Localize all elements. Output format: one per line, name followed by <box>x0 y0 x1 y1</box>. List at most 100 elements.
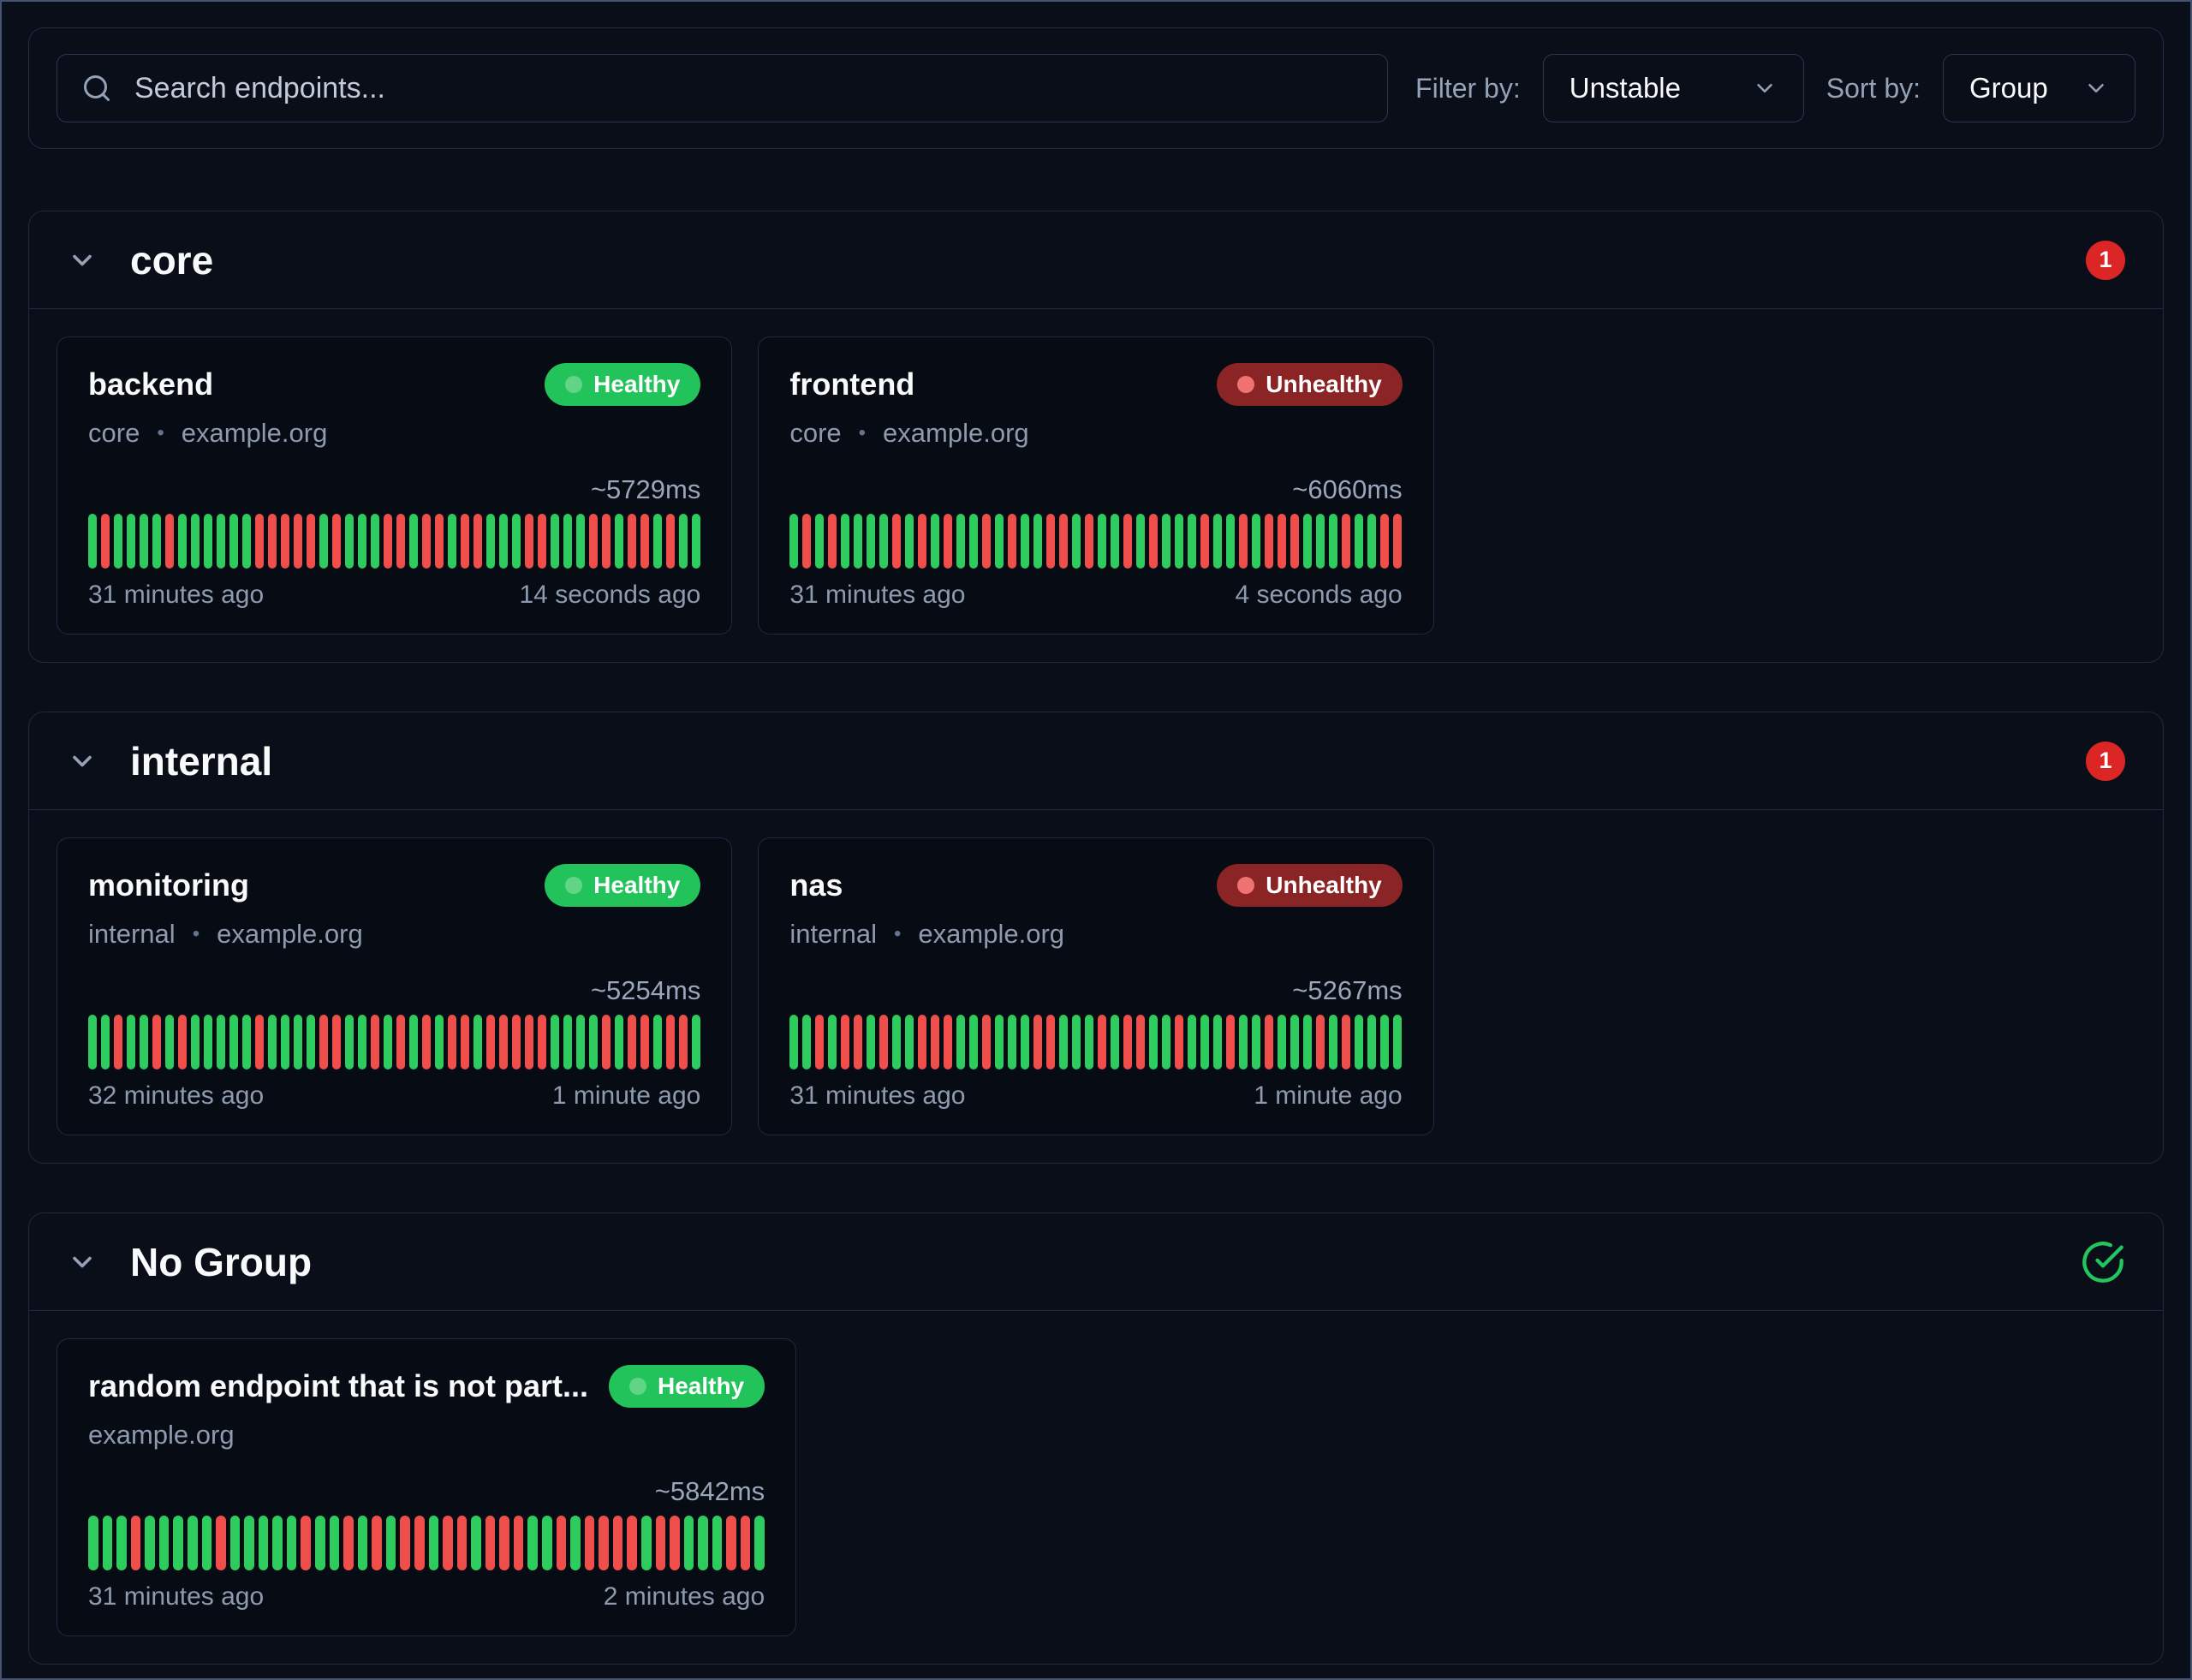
endpoint-card-random-endpoint-that-is-not-part[interactable]: random endpoint that is not part... Heal… <box>57 1338 797 1636</box>
history-bar-up <box>789 514 799 569</box>
history-bar-down <box>294 514 302 569</box>
history-bar-up <box>272 1516 283 1570</box>
history-bar-up <box>345 1015 354 1069</box>
history-bar-down <box>1342 1015 1351 1069</box>
history-bar-up <box>969 514 979 569</box>
endpoint-card-frontend[interactable]: frontend Unhealthy core • example.org ~6… <box>758 337 1434 634</box>
history-bar-up <box>1188 1015 1197 1069</box>
history-bar-up <box>867 514 876 569</box>
history-bar-up <box>698 1516 708 1570</box>
history-bar-down <box>372 1516 382 1570</box>
history-bar-down <box>828 514 837 569</box>
history-bar-up <box>867 1015 876 1069</box>
history-bar-down <box>371 1015 379 1069</box>
history-bar-down <box>918 1015 927 1069</box>
search-box[interactable] <box>57 54 1389 122</box>
history-bar-up <box>474 1015 482 1069</box>
history-bar-up <box>1111 1015 1120 1069</box>
history-bar-down <box>1316 1015 1325 1069</box>
history-bar-up <box>88 1516 98 1570</box>
response-time: ~5267ms <box>1292 975 1403 1005</box>
history-bar-down <box>1278 514 1287 569</box>
filter-by-label: Filter by: <box>1415 72 1521 104</box>
history-bar-up <box>512 514 521 569</box>
history-bar-down <box>627 1516 637 1570</box>
group-header-toggle[interactable]: internal 1 <box>29 712 2163 810</box>
history-bar-up <box>969 1015 979 1069</box>
history-bar-up <box>471 1516 481 1570</box>
history-start-time: 31 minutes ago <box>789 1081 966 1110</box>
history-bar-up <box>88 1015 97 1069</box>
history-bar-up <box>1136 514 1146 569</box>
history-bar-up <box>1355 1015 1364 1069</box>
history-time-range: 31 minutes ago 2 minutes ago <box>88 1582 765 1611</box>
group-body: backend Healthy core • example.org ~5729… <box>29 309 2163 662</box>
history-bar-up <box>931 514 940 569</box>
history-bar-up <box>173 1516 183 1570</box>
history-bar-down <box>670 1516 680 1570</box>
sort-by-label: Sort by: <box>1826 72 1921 104</box>
history-bar-up <box>204 1015 212 1069</box>
history-bar-down <box>740 1516 751 1570</box>
history-bar-up <box>1085 1015 1094 1069</box>
history-bar-up <box>527 1516 538 1570</box>
history-bar-down <box>216 1516 226 1570</box>
history-bar-down <box>396 1015 405 1069</box>
history-bar-up <box>268 1015 277 1069</box>
history-time-range: 31 minutes ago 4 seconds ago <box>789 581 1402 610</box>
history-bar-up <box>653 514 662 569</box>
history-bar-down <box>307 514 315 569</box>
history-bar-down <box>301 1516 311 1570</box>
group-count-badge: 1 <box>2086 240 2125 280</box>
history-bar-down <box>854 1015 863 1069</box>
group-status-indicator: 1 <box>2086 240 2125 280</box>
history-bar-up <box>358 514 366 569</box>
history-bar-up <box>653 1015 662 1069</box>
status-label: Unhealthy <box>1266 371 1382 397</box>
history-bar-down <box>612 1516 623 1570</box>
history-end-time: 14 seconds ago <box>519 581 701 609</box>
history-bar-down <box>666 514 675 569</box>
history-bar-up <box>879 514 889 569</box>
history-bar-down <box>944 514 953 569</box>
history-bar-up <box>486 514 495 569</box>
status-label: Healthy <box>657 1373 745 1399</box>
history-bar-up <box>191 1015 200 1069</box>
history-bar-up <box>191 514 200 569</box>
history-bar-up <box>551 1015 559 1069</box>
history-bar-up <box>187 1516 198 1570</box>
history-bar-down <box>1046 514 1056 569</box>
history-bar-up <box>229 1516 241 1570</box>
status-badge: Healthy <box>545 363 701 406</box>
history-bar-up <box>1367 1015 1377 1069</box>
search-input[interactable] <box>133 70 1364 106</box>
history-bar-down <box>422 1015 431 1069</box>
history-bar-up <box>242 1015 251 1069</box>
status-dot-icon <box>1237 376 1255 393</box>
endpoint-group-label: core <box>789 418 842 448</box>
history-bar-down <box>1123 514 1133 569</box>
bullet-separator: • <box>192 922 200 945</box>
history-bar-down <box>268 514 277 569</box>
history-bar-up <box>1252 1015 1261 1069</box>
history-bar-up <box>551 514 559 569</box>
group-header-toggle[interactable]: No Group <box>29 1213 2163 1311</box>
history-bar-up <box>140 1015 148 1069</box>
history-bar-up <box>357 1516 368 1570</box>
history-bar-down <box>485 1516 496 1570</box>
endpoint-card-monitoring[interactable]: monitoring Healthy internal • example.or… <box>57 837 733 1135</box>
filter-dropdown[interactable]: Unstable <box>1542 54 1804 122</box>
group-header-toggle[interactable]: core 1 <box>29 211 2163 309</box>
history-bar-up <box>542 1516 552 1570</box>
endpoint-card-nas[interactable]: nas Unhealthy internal • example.org ~52… <box>758 837 1434 1135</box>
bullet-separator: • <box>858 421 867 444</box>
history-bar-up <box>145 1516 155 1570</box>
history-bar-down <box>982 514 992 569</box>
endpoint-card-backend[interactable]: backend Healthy core • example.org ~5729… <box>57 337 733 634</box>
history-bar-down <box>1085 514 1094 569</box>
history-bar-down <box>982 1015 992 1069</box>
history-bar-down <box>422 514 431 569</box>
history-bar-down <box>628 514 636 569</box>
history-bar-down <box>319 1015 328 1069</box>
sort-dropdown[interactable]: Group <box>1943 54 2135 122</box>
